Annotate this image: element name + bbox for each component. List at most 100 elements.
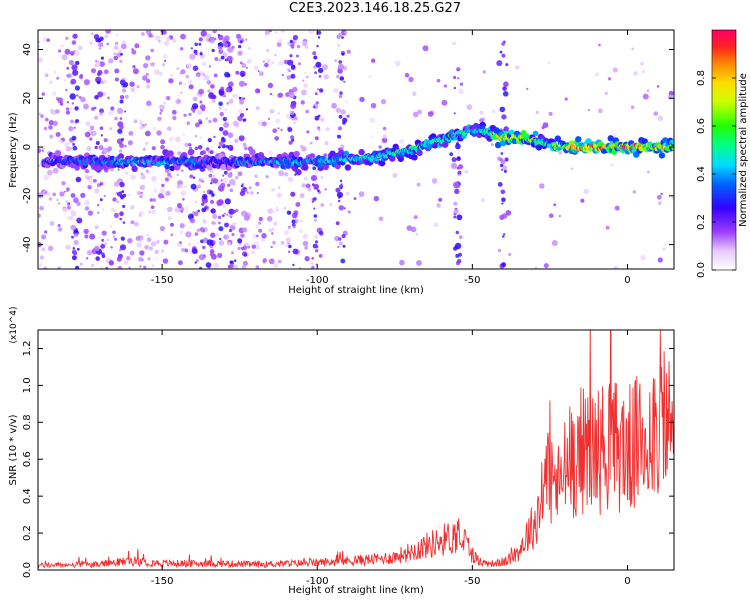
spectrogram-noise-blob: [135, 235, 141, 241]
y-tick-label: 0.2: [22, 525, 33, 541]
spectrogram-streak-blob: [317, 30, 322, 35]
spectrogram-noise-blob: [381, 137, 388, 143]
spectrogram-noise-blob: [148, 246, 154, 251]
spectrogram-noise-blob: [189, 226, 192, 229]
spectrogram-noise-blob: [183, 113, 187, 117]
spectrogram-noise-blob: [285, 243, 289, 248]
spectrogram-noise-blob: [103, 138, 108, 143]
spectrogram-noise-blob: [287, 41, 292, 46]
spectrogram-streak-blob: [459, 82, 464, 86]
spectrogram-ridge-blob: [343, 150, 350, 157]
spectrogram-noise-blob: [150, 205, 155, 209]
spectrogram-noise-blob: [443, 84, 447, 88]
spectrogram-streak-blob: [99, 36, 104, 42]
spectrogram-noise-blob: [63, 190, 66, 193]
spectrogram-noise-blob: [320, 203, 325, 207]
spectrogram-noise-blob: [184, 185, 188, 188]
spectrogram-noise-blob: [38, 164, 41, 167]
spectrogram-noise-blob: [278, 60, 284, 66]
spectrogram-streak-blob: [292, 263, 295, 267]
spectrogram-streak-blob: [231, 232, 235, 237]
spectrogram-streak-blob: [200, 51, 202, 54]
spectrogram-streak-blob: [457, 258, 462, 264]
spectrogram-noise-blob: [179, 230, 183, 234]
spectrogram-noise-blob: [415, 232, 419, 236]
spectrogram-noise-blob: [305, 183, 311, 189]
spectrogram-streak-blob: [502, 86, 507, 91]
spectrogram-streak-blob: [194, 42, 198, 47]
spectrogram-streak-blob: [338, 205, 344, 211]
spectrogram-streak-blob: [219, 237, 222, 241]
spectrogram-noise-blob: [272, 240, 276, 245]
spectrogram-streak-blob: [245, 108, 249, 111]
spectrogram-noise-blob: [431, 178, 438, 184]
spectrogram-streak-blob: [240, 184, 244, 187]
spectrogram-streak-blob: [239, 40, 243, 44]
spectrogram-noise-blob: [158, 71, 163, 76]
spectrogram-noise-blob: [172, 115, 177, 121]
spectrogram-noise-blob: [57, 202, 61, 205]
spectrogram-noise-blob: [527, 145, 530, 148]
spectrogram-x-label: Height of straight line (km): [288, 285, 424, 296]
spectrogram-noise-blob: [380, 98, 387, 105]
spectrogram-noise-blob: [646, 89, 650, 92]
spectrogram-streak-blob: [74, 233, 78, 238]
y-tick-label: -20: [22, 188, 33, 204]
spectrogram-noise-blob: [128, 266, 131, 269]
spectrogram-streak-blob: [455, 253, 460, 258]
spectrogram-noise-blob: [208, 119, 212, 124]
x-tick-label: -50: [464, 576, 480, 587]
spectrogram-streak-blob: [119, 124, 124, 130]
spectrogram-streak-blob: [75, 60, 80, 66]
spectrogram-noise-blob: [660, 192, 663, 196]
spectrogram-noise-blob: [159, 187, 166, 194]
spectrogram-streak-blob: [456, 156, 461, 161]
spectrogram-noise-blob: [43, 126, 48, 131]
spectrogram-noise-blob: [291, 212, 298, 219]
spectrogram-noise-blob: [208, 173, 213, 178]
spectrogram-noise-blob: [232, 120, 239, 127]
spectrogram-noise-blob: [245, 66, 249, 70]
spectrogram-noise-blob: [264, 62, 269, 68]
spectrogram-streak-blob: [503, 126, 509, 132]
spectrogram-streak-blob: [226, 213, 229, 216]
spectrogram-noise-blob: [229, 188, 234, 193]
spectrogram-noise-blob: [226, 241, 231, 246]
spectrogram-noise-blob: [116, 33, 119, 37]
spectrogram-noise-blob: [40, 114, 44, 118]
spectrogram-noise-blob: [184, 206, 189, 211]
spectrogram-ridge-blob: [416, 149, 423, 157]
spectrogram-noise-blob: [614, 205, 620, 211]
spectrogram-streak-blob: [500, 152, 504, 155]
spectrogram-noise-blob: [293, 121, 296, 124]
spectrogram-streak-blob: [219, 111, 224, 117]
spectrogram-noise-blob: [41, 247, 46, 252]
spectrogram-noise-blob: [101, 208, 105, 211]
spectrogram-streak-blob: [238, 44, 242, 49]
spectrogram-noise-blob: [144, 123, 147, 126]
spectrogram-noise-blob: [103, 69, 109, 75]
spectrogram-noise-blob: [248, 186, 252, 190]
spectrogram-noise-blob: [98, 145, 104, 151]
spectrogram-noise-blob: [84, 206, 90, 211]
spectrogram-streak-blob: [218, 226, 224, 232]
spectrogram-streak-blob: [453, 75, 457, 80]
spectrogram-streak-blob: [217, 34, 221, 37]
spectrogram-streak-blob: [339, 184, 344, 189]
spectrogram-noise-blob: [142, 75, 148, 81]
spectrogram-streak-blob: [70, 78, 77, 85]
spectrogram-streak-blob: [315, 61, 322, 68]
spectrogram-streak-blob: [201, 108, 205, 112]
spectrogram-noise-blob: [301, 146, 307, 152]
spectrogram-streak-blob: [75, 265, 80, 269]
spectrogram-streak-blob: [121, 190, 125, 194]
spectrogram-noise-blob: [295, 54, 299, 58]
spectrogram-noise-blob: [287, 176, 294, 183]
spectrogram-streak-blob: [342, 117, 348, 123]
spectrogram-noise-blob: [613, 133, 617, 137]
spectrogram-streak-blob: [456, 262, 459, 265]
spectrogram-noise-blob: [457, 77, 460, 80]
spectrogram-noise-blob: [406, 225, 413, 231]
spectrogram-noise-blob: [163, 239, 169, 245]
spectrogram-streak-blob: [202, 73, 205, 77]
